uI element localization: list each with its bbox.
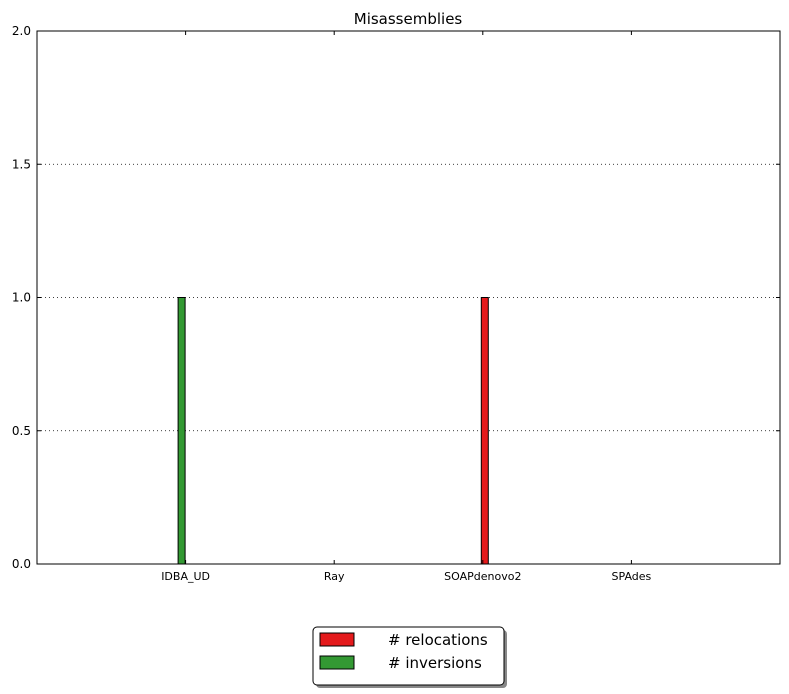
legend-box (312, 626, 505, 686)
chart-title: Misassemblies (354, 10, 463, 28)
legend-label: # relocations (388, 631, 488, 649)
y-tick-label: 2.0 (12, 24, 31, 38)
y-tick-label: 0.0 (12, 557, 31, 571)
legend-swatch (319, 632, 355, 647)
y-tick-label: 1.0 (12, 291, 31, 305)
x-tick-label: IDBA_UD (161, 570, 210, 583)
gridlines (37, 163, 780, 432)
x-axis-tick-labels: IDBA_UD Ray SOAPdenovo2 SPAdes (161, 570, 651, 583)
y-axis-tick-labels: 0.0 0.5 1.0 1.5 2.0 (12, 24, 31, 571)
legend: # relocations # inversions (312, 626, 507, 688)
bar-relocations-soapdenovo2 (480, 297, 489, 565)
legend-swatch (319, 655, 355, 670)
axis-ticks (37, 30, 780, 565)
legend-label: # inversions (388, 654, 482, 672)
y-tick-label: 0.5 (12, 424, 31, 438)
x-tick-label: Ray (324, 570, 345, 583)
x-tick-label: SPAdes (612, 570, 652, 583)
x-tick-label: SOAPdenovo2 (444, 570, 521, 583)
bar-inversions-idba_ud (177, 297, 186, 565)
y-tick-label: 1.5 (12, 157, 31, 171)
plot-frame (36, 30, 781, 565)
